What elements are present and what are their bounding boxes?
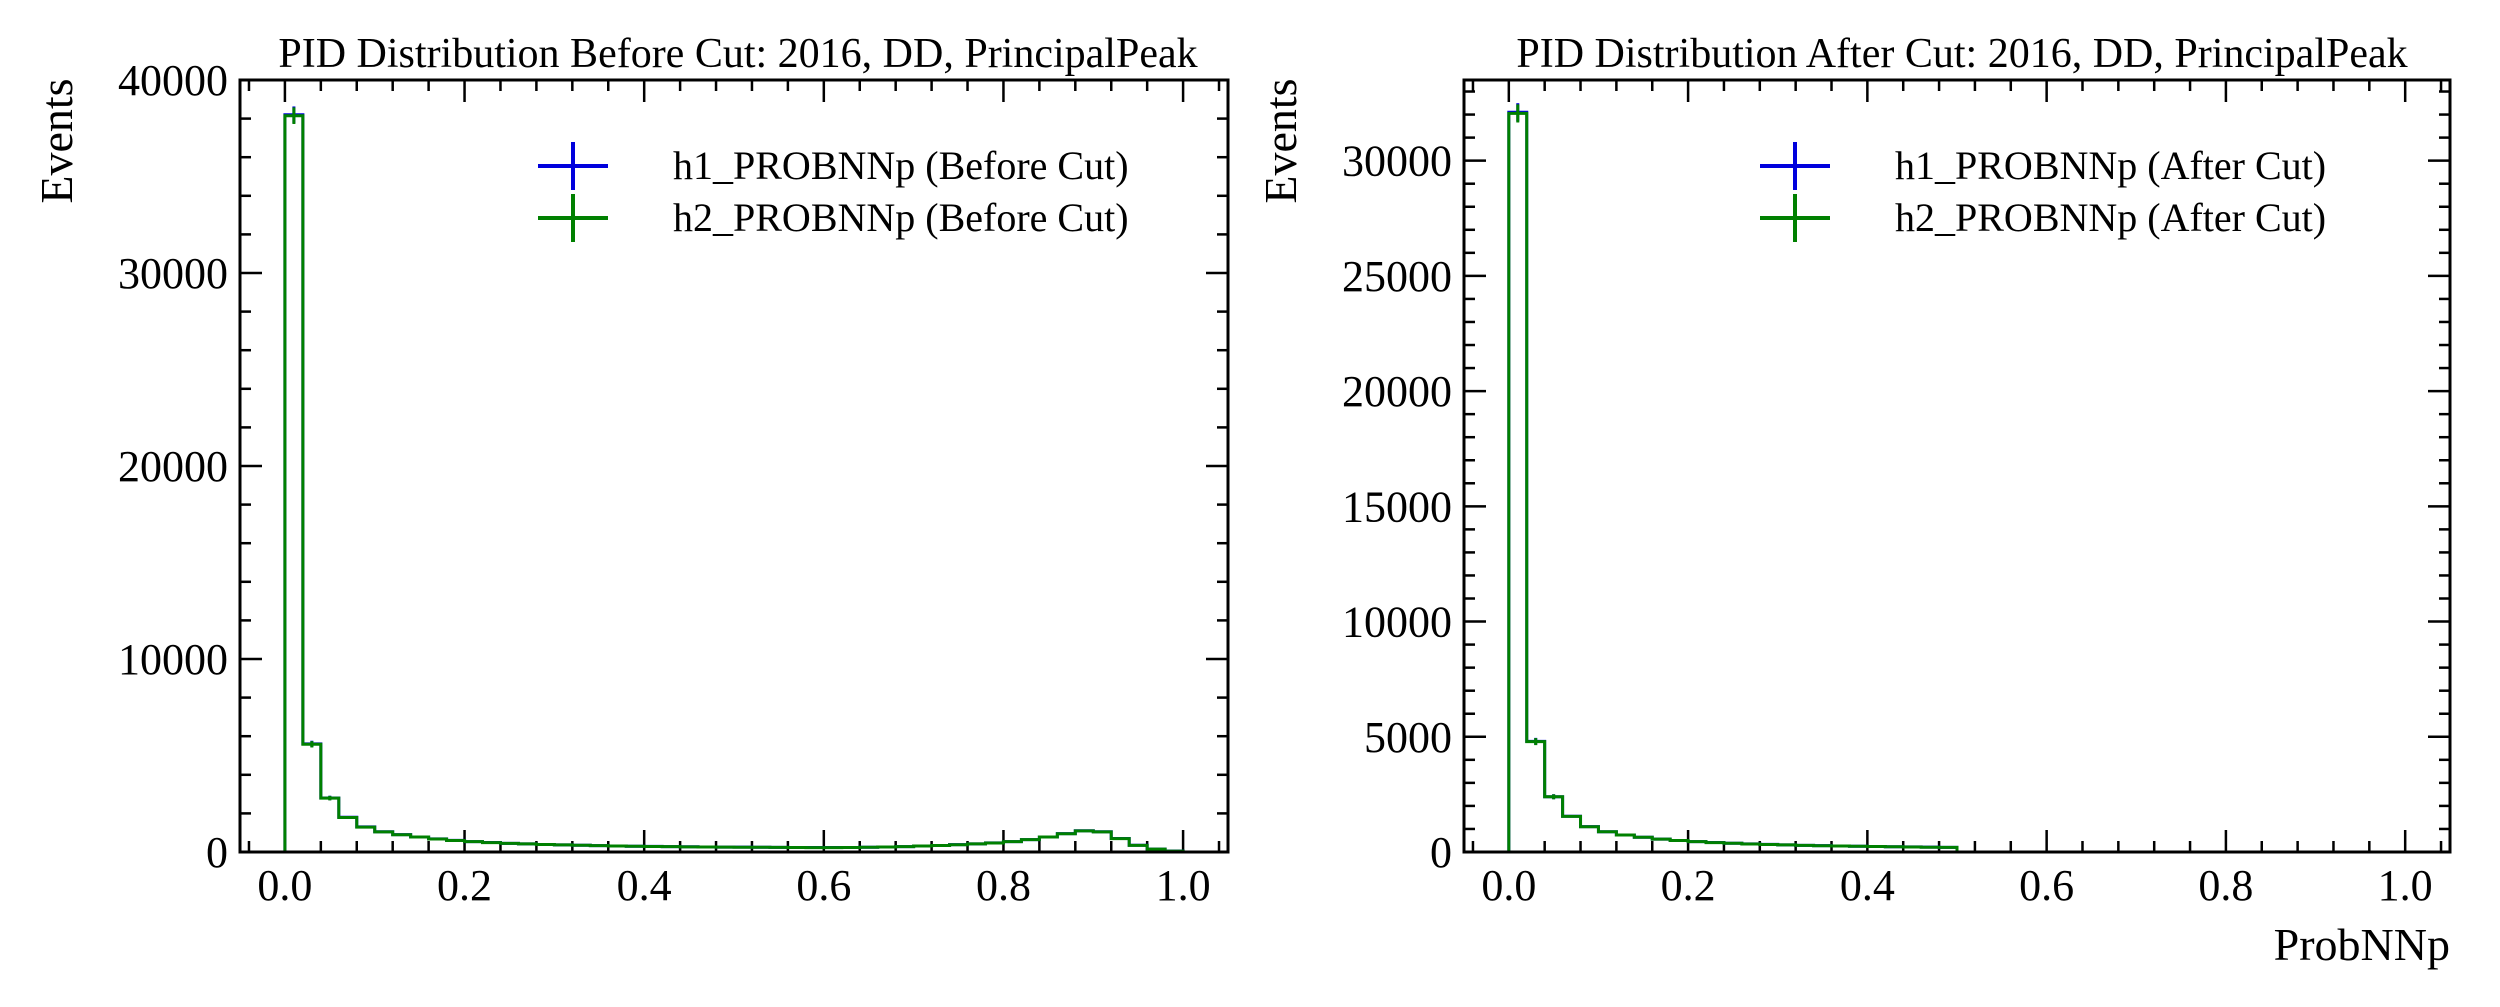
x-tick-label: 0.4 <box>617 861 672 910</box>
y-tick-label: 15000 <box>1342 482 1452 531</box>
y-tick-label: 20000 <box>1342 367 1452 416</box>
panel-after-legend: h1_PROBNNp (After Cut) h2_PROBNNp (After … <box>1760 142 2326 242</box>
y-tick-label: 0 <box>1430 828 1452 877</box>
panel-before-legend: h1_PROBNNp (Before Cut) h2_PROBNNp (Befor… <box>538 142 1129 242</box>
legend-label: h1_PROBNNp (After Cut) <box>1895 143 2326 188</box>
panel-before-histograms <box>283 106 1185 853</box>
histogram-series-2 <box>1507 111 1959 852</box>
x-tick-label: 0.2 <box>437 861 492 910</box>
x-tick-label: 0.2 <box>1661 861 1716 910</box>
panel-after-title: PID Distribution After Cut: 2016, DD, Pr… <box>1516 31 2407 77</box>
y-tick-label: 25000 <box>1342 252 1452 301</box>
panel-after-cut: PID Distribution After Cut: 2016, DD, Pr… <box>1255 31 2452 970</box>
y-tick-label: 10000 <box>1342 598 1452 647</box>
y-tick-label: 30000 <box>1342 137 1452 186</box>
histogram-series-2 <box>283 114 1185 853</box>
x-tick-label: 0.0 <box>1481 861 1536 910</box>
x-tick-label: 0.4 <box>1840 861 1895 910</box>
y-tick-label: 40000 <box>118 56 228 105</box>
panel-before-ticks: 0.0 0.2 0.4 0.6 0.8 1.0 0 10000 20000 30000 40000 <box>118 56 1228 910</box>
x-tick-label: 0.6 <box>796 861 851 910</box>
panel-before-title: PID Distribution Before Cut: 2016, DD, P… <box>278 31 1197 77</box>
legend-label: h1_PROBNNp (Before Cut) <box>673 143 1129 188</box>
y-tick-label: 20000 <box>118 442 228 491</box>
x-tick-label: 0.8 <box>2198 861 2253 910</box>
panel-before-ylabel: Events <box>31 78 82 203</box>
x-tick-label: 0.6 <box>2019 861 2074 910</box>
panel-after-xlabel: ProbNNp <box>2274 919 2450 970</box>
x-tick-label: 0.0 <box>257 861 312 910</box>
x-tick-label: 0.8 <box>976 861 1031 910</box>
y-tick-label: 0 <box>206 828 228 877</box>
legend-label: h2_PROBNNp (After Cut) <box>1895 195 2326 240</box>
x-tick-label: 1.0 <box>1156 861 1211 910</box>
x-tick-label: 1.0 <box>2378 861 2433 910</box>
panel-after-ticks: 0.0 0.2 0.4 0.6 0.8 1.0 0 5000 10000 15000 20000 25… <box>1342 80 2450 910</box>
y-tick-label: 30000 <box>118 249 228 298</box>
panel-after-frame <box>1462 78 2452 854</box>
panel-after-ylabel: Events <box>1255 78 1306 203</box>
panel-after-histograms <box>1507 103 1959 852</box>
y-tick-label: 5000 <box>1364 713 1452 762</box>
y-tick-label: 10000 <box>118 635 228 684</box>
panel-before-frame <box>238 78 1230 854</box>
legend-label: h2_PROBNNp (Before Cut) <box>673 195 1129 240</box>
panel-before-cut: PID Distribution Before Cut: 2016, DD, P… <box>31 31 1230 910</box>
